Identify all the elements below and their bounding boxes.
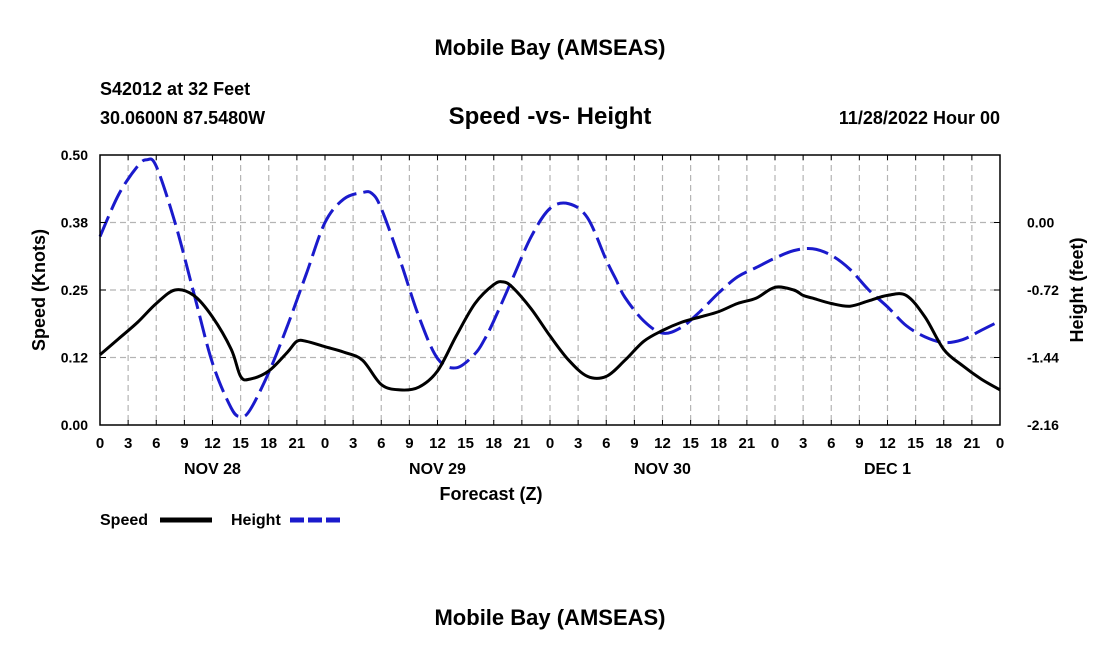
x-tick-label: 15	[682, 435, 699, 452]
legend: Speed Height	[100, 512, 342, 529]
x-tick-label: 12	[879, 435, 896, 452]
coordinates-label: 30.0600N 87.5480W	[100, 108, 265, 128]
x-tick-label: 0	[546, 435, 554, 452]
y-right-tick-label: -1.44	[1027, 350, 1059, 366]
y-axis-right-title: Height (feet)	[1067, 238, 1087, 343]
forecast-datetime: 11/28/2022 Hour 00	[839, 108, 1000, 128]
footer-title: Mobile Bay (AMSEAS)	[434, 605, 665, 630]
x-tick-label: 9	[180, 435, 188, 452]
y-right-tick-label: 0.00	[1027, 215, 1054, 231]
x-tick-label: 21	[289, 435, 306, 452]
y-right-tick-label: -0.72	[1027, 282, 1059, 298]
x-tick-label: 6	[827, 435, 835, 452]
x-tick-label: 15	[457, 435, 474, 452]
x-day-label: NOV 30	[634, 461, 691, 478]
x-tick-label: 15	[232, 435, 249, 452]
x-tick-label: 6	[152, 435, 160, 452]
series-line-height	[98, 157, 1001, 419]
y-left-tick-label: 0.12	[61, 350, 88, 366]
x-tick-label: 0	[771, 435, 779, 452]
x-tick-label: 3	[349, 435, 357, 452]
chart-subtitle: Speed -vs- Height	[449, 103, 652, 130]
y-axis-left-title: Speed (Knots)	[29, 229, 49, 351]
x-tick-label: 3	[574, 435, 582, 452]
y-left-tick-label: 0.00	[61, 417, 88, 433]
x-tick-label: 0	[996, 435, 1004, 452]
x-tick-label: 3	[799, 435, 807, 452]
x-tick-label: 0	[321, 435, 329, 452]
legend-height-label: Height	[231, 512, 281, 529]
grid	[100, 155, 1000, 425]
y-left-tick-label: 0.38	[61, 215, 88, 231]
y-left-tick-label: 0.50	[61, 147, 88, 163]
x-tick-label: 21	[964, 435, 981, 452]
x-tick-label: 15	[907, 435, 924, 452]
station-label: S42012 at 32 Feet	[100, 79, 250, 99]
x-tick-label: 3	[124, 435, 132, 452]
x-tick-label: 18	[710, 435, 727, 452]
axes: 0 3 6 9 12 15 18 21 0 3 6 9 12 15 18 21 0 3 6 9 12 15 18 21 0 3 6 9…	[61, 147, 1059, 478]
x-tick-label: 21	[514, 435, 531, 452]
series-lines	[98, 157, 1001, 419]
x-tick-label: 9	[855, 435, 863, 452]
x-tick-label: 6	[602, 435, 610, 452]
y-right-tick-label: -2.16	[1027, 417, 1059, 433]
x-tick-label: 9	[405, 435, 413, 452]
x-tick-label: 12	[654, 435, 671, 452]
x-day-label: DEC 1	[864, 461, 911, 478]
x-tick-label: 18	[260, 435, 277, 452]
y-left-tick-label: 0.25	[61, 282, 88, 298]
legend-speed-label: Speed	[100, 512, 148, 529]
x-tick-label: 18	[935, 435, 952, 452]
x-tick-label: 9	[630, 435, 638, 452]
x-tick-label: 0	[96, 435, 104, 452]
x-day-label: NOV 29	[409, 461, 466, 478]
x-day-label: NOV 28	[184, 461, 241, 478]
series-line-speed	[99, 280, 1001, 392]
x-tick-label: 6	[377, 435, 385, 452]
x-tick-label: 21	[739, 435, 756, 452]
x-axis-title: Forecast (Z)	[439, 484, 542, 504]
x-tick-label: 12	[429, 435, 446, 452]
x-tick-label: 12	[204, 435, 221, 452]
x-tick-label: 18	[485, 435, 502, 452]
page-title: Mobile Bay (AMSEAS)	[434, 35, 665, 60]
